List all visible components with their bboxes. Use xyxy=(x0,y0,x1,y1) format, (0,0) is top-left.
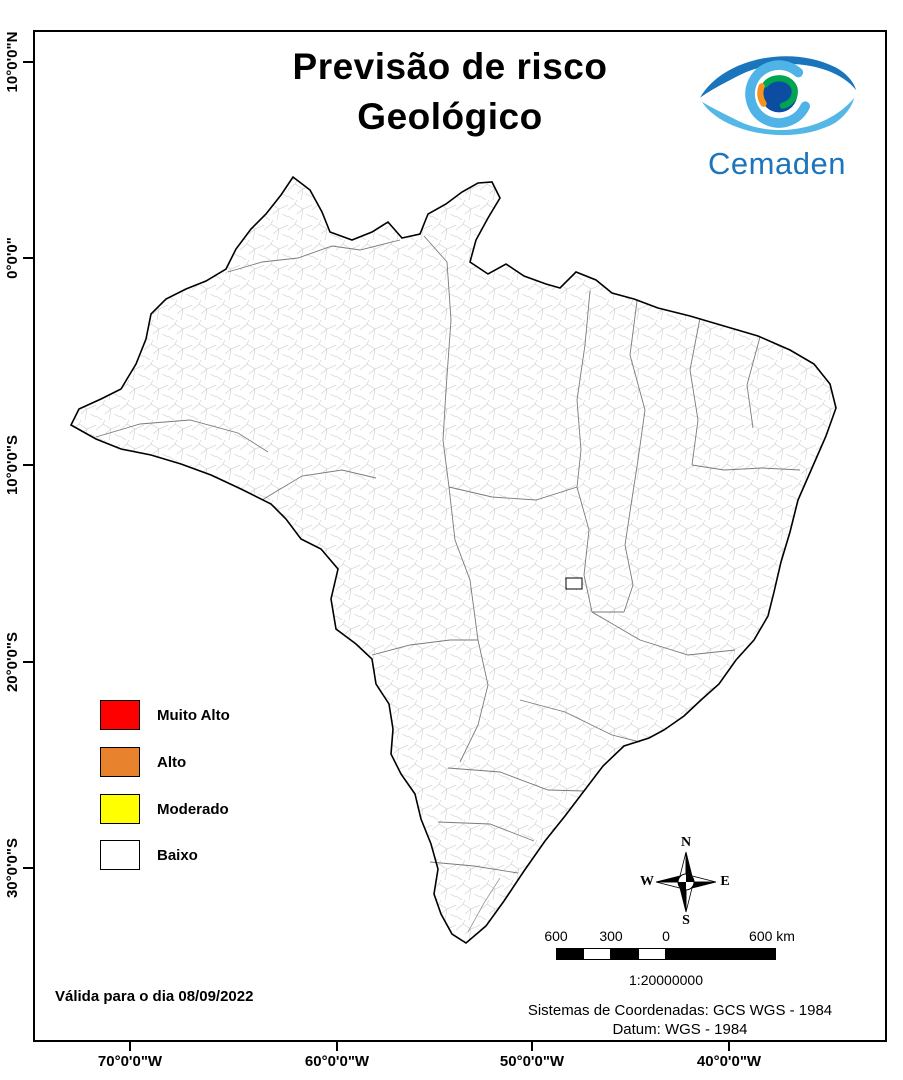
lat-label-0: 0°0'0" xyxy=(4,237,21,279)
lat-label-20s: 20°0'0"S xyxy=(4,631,21,693)
scalebar-label-600-left: 600 xyxy=(544,928,568,944)
distrito-federal xyxy=(565,577,583,590)
lon-tick xyxy=(129,1042,131,1051)
lat-label-10n: 10°0'0"N xyxy=(4,31,21,93)
scalebar-label-0: 0 xyxy=(662,928,670,944)
legend-label-alto: Alto xyxy=(157,753,187,771)
scalebar-label-300: 300 xyxy=(599,928,623,944)
page-title-line2: Geológico xyxy=(357,96,543,137)
legend-item-moderado: Moderado xyxy=(100,794,229,824)
lon-label-70w: 70°0'0"W xyxy=(97,1053,163,1070)
lat-tick xyxy=(23,257,33,259)
compass-rose xyxy=(655,851,717,913)
legend-swatch-muito-alto xyxy=(100,700,140,730)
brazil-outline xyxy=(69,175,837,944)
legend-label-muito-alto: Muito Alto xyxy=(157,706,230,724)
validity-note: Válida para o dia 08/09/2022 xyxy=(55,988,254,1005)
lon-label-60w: 60°0'0"W xyxy=(304,1053,370,1070)
state-boundaries xyxy=(95,235,801,874)
lon-tick xyxy=(531,1042,533,1051)
legend-item-baixo: Baixo xyxy=(100,840,198,870)
compass-north-label: N xyxy=(680,835,692,850)
lat-tick xyxy=(23,61,33,63)
brazil-country xyxy=(69,175,837,944)
scalebar-segment xyxy=(666,948,776,960)
legend-item-alto: Alto xyxy=(100,747,186,777)
lagoon-line xyxy=(467,877,501,933)
cemaden-logo-icon xyxy=(699,56,857,136)
page-title-line1: Previsão de risco xyxy=(292,46,608,87)
legend-item-muito-alto: Muito Alto xyxy=(100,700,230,730)
legend-swatch-moderado xyxy=(100,794,140,824)
projection-line2: Datum: WGS - 1984 xyxy=(612,1021,748,1038)
scalebar-segment xyxy=(638,948,666,960)
lon-label-50w: 50°0'0"W xyxy=(499,1053,565,1070)
page-title: Previsão de risco Geológico xyxy=(150,42,750,142)
scalebar-label-600-km: 600 km xyxy=(749,928,795,944)
legend-swatch-baixo xyxy=(100,840,140,870)
scalebar-segment xyxy=(583,948,611,960)
legend-label-baixo: Baixo xyxy=(157,846,198,864)
lat-tick xyxy=(23,867,33,869)
compass-west-label: W xyxy=(640,874,654,889)
map-frame xyxy=(33,30,887,1042)
lat-label-30s: 30°0'0"S xyxy=(4,837,21,899)
lat-label-10s: 10°0'0"S xyxy=(4,434,21,496)
legend-swatch-alto xyxy=(100,747,140,777)
scalebar-segment xyxy=(611,948,638,960)
lon-label-40w: 40°0'0"W xyxy=(696,1053,762,1070)
lat-tick xyxy=(23,464,33,466)
cemaden-logo-text: Cemaden xyxy=(708,146,846,181)
scalebar-segment xyxy=(556,948,583,960)
compass-south-label: S xyxy=(682,913,690,928)
lon-tick xyxy=(728,1042,730,1051)
legend-label-moderado: Moderado xyxy=(157,800,229,818)
municipal-boundaries xyxy=(71,177,836,943)
lat-tick xyxy=(23,661,33,663)
projection-info: Sistemas de Coordenadas: GCS WGS - 1984 … xyxy=(470,1001,890,1039)
scale-ratio: 1:20000000 xyxy=(629,972,703,988)
projection-line1: Sistemas de Coordenadas: GCS WGS - 1984 xyxy=(527,1002,833,1019)
lon-tick xyxy=(336,1042,338,1051)
compass-east-label: E xyxy=(720,874,730,889)
